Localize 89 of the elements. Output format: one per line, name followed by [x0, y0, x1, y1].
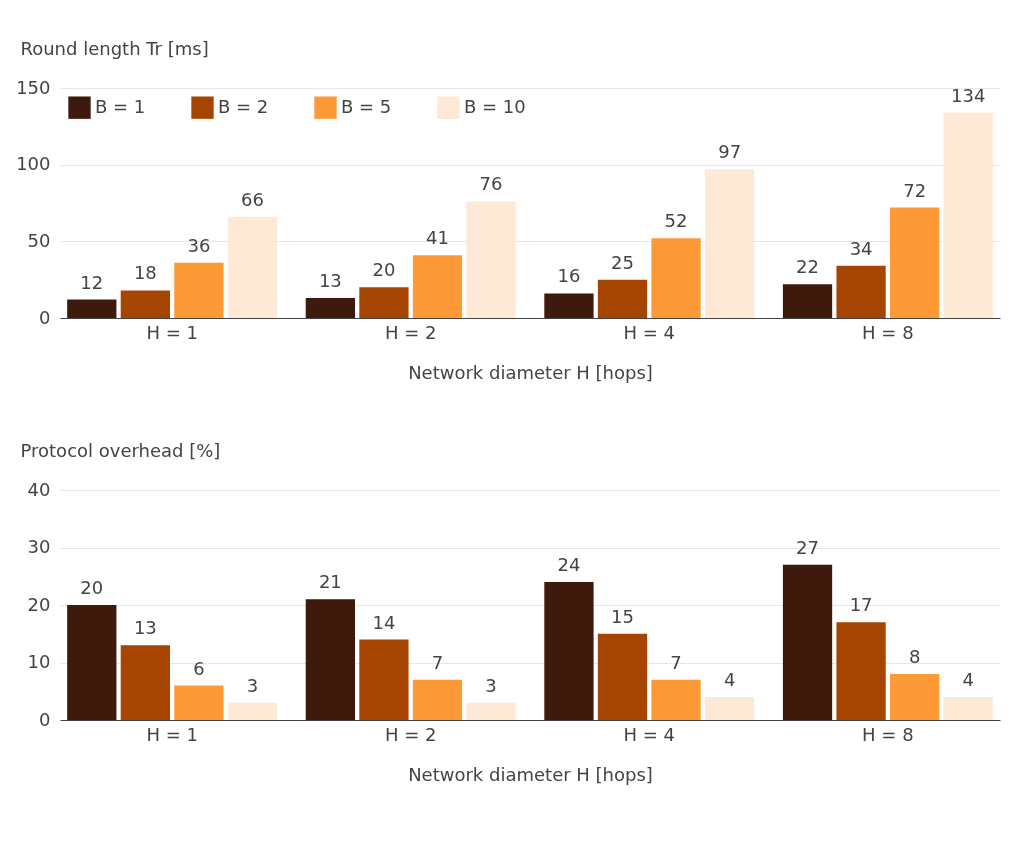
data-label: 66 [241, 188, 264, 210]
data-label: 16 [557, 265, 581, 287]
data-label: 18 [133, 262, 157, 284]
bar [305, 599, 356, 720]
bar [174, 262, 224, 318]
bar [67, 299, 117, 318]
data-label: 72 [903, 179, 927, 201]
data-label: 21 [318, 571, 342, 593]
y-tick-label: 150 [16, 76, 51, 98]
legend-label: B = 5 [341, 95, 392, 117]
x-tick-label: H = 2 [384, 723, 437, 745]
x-tick-label: H = 8 [862, 723, 914, 745]
y-tick-label: 10 [27, 651, 51, 672]
bar [412, 679, 463, 720]
bar [782, 284, 833, 318]
bar [704, 169, 755, 318]
data-label: 8 [908, 646, 921, 667]
bar [597, 633, 648, 720]
legend-label: B = 1 [95, 95, 146, 117]
data-label: 76 [479, 173, 503, 195]
bar [466, 702, 516, 720]
bar [544, 582, 594, 720]
bar [412, 255, 463, 318]
y-tick-label: 50 [27, 229, 51, 251]
data-label: 17 [849, 594, 873, 616]
data-label: 4 [723, 669, 736, 690]
legend-label: B = 10 [464, 95, 526, 117]
y-tick-label: 20 [27, 593, 51, 615]
data-label: 97 [718, 141, 742, 163]
bar [227, 702, 278, 720]
x-tick-label: H = 1 [146, 723, 198, 745]
data-label: 13 [133, 617, 157, 639]
bar [943, 697, 993, 720]
bar [120, 290, 170, 318]
x-tick-label: H = 1 [146, 321, 198, 343]
bar [890, 207, 940, 318]
data-label: 3 [246, 674, 259, 696]
y-tick-label: 30 [27, 536, 51, 557]
y-tick-label: 40 [27, 478, 51, 500]
bar [890, 674, 940, 720]
data-label: 134 [951, 84, 986, 106]
bar [836, 265, 886, 318]
bar [67, 605, 117, 720]
bar [704, 697, 755, 720]
data-label: 25 [611, 251, 634, 273]
bar [651, 679, 701, 720]
y-tick-label: 100 [16, 153, 51, 175]
data-label: 12 [80, 271, 104, 293]
bar [359, 639, 409, 720]
bar [359, 287, 409, 318]
data-label: 20 [80, 577, 104, 598]
x-axis-title: Network diameter H [hops] [408, 361, 653, 383]
data-label: 20 [372, 259, 396, 281]
bar [544, 293, 594, 318]
data-label: 13 [318, 270, 342, 292]
x-tick-label: H = 4 [623, 321, 676, 343]
bar [943, 112, 993, 318]
bar [227, 216, 278, 318]
bar [305, 298, 356, 318]
x-tick-label: H = 4 [623, 723, 676, 745]
y-tick-label: 0 [39, 708, 51, 730]
data-label: 15 [611, 605, 634, 627]
x-tick-label: H = 8 [862, 321, 914, 343]
y-axis-title: Round length Tr [ms] [20, 37, 209, 59]
bar [651, 238, 701, 318]
x-tick-label: H = 2 [384, 321, 437, 343]
bar [174, 685, 224, 720]
legend-label: B = 2 [218, 95, 269, 117]
bar [782, 564, 833, 720]
data-label: 3 [485, 674, 497, 696]
data-label: 41 [426, 227, 449, 249]
data-label: 4 [962, 669, 974, 690]
data-label: 7 [670, 651, 682, 673]
data-label: 36 [187, 234, 211, 256]
data-label: 6 [193, 657, 205, 679]
data-label: 24 [557, 554, 581, 575]
bar [597, 279, 648, 318]
data-label: 22 [796, 256, 819, 278]
data-label: 27 [796, 536, 819, 558]
data-label: 14 [372, 611, 396, 633]
data-label: 52 [664, 210, 688, 232]
data-label: 34 [849, 237, 873, 259]
y-axis-title: Protocol overhead [%] [20, 439, 221, 461]
y-tick-label: 0 [39, 306, 51, 328]
data-label: 7 [431, 651, 444, 673]
bar [466, 201, 516, 318]
x-axis-title: Network diameter H [hops] [408, 763, 653, 785]
bar [120, 645, 170, 720]
bar [836, 622, 886, 720]
